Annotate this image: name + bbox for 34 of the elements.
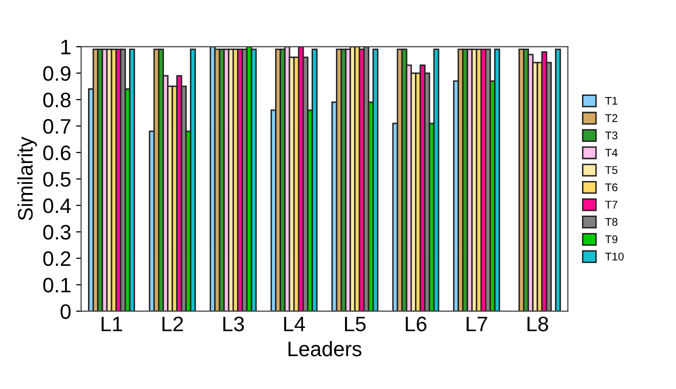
legend-label: T10 — [605, 252, 624, 260]
legend-label: T1 — [605, 96, 618, 105]
legend-label: T8 — [605, 218, 618, 226]
legend-label: T5 — [605, 166, 618, 174]
y-axis-title: Similarity — [17, 136, 37, 220]
bar — [554, 48, 561, 312]
legend-label: T6 — [605, 183, 618, 192]
y-tick-label: 0.3 — [43, 224, 70, 240]
legend-label: T3 — [605, 131, 618, 140]
bar — [372, 48, 378, 312]
y-tick-label: 0.4 — [43, 198, 71, 214]
y-tick-label: 0.8 — [43, 92, 70, 108]
x-tick-label: L5 — [345, 316, 366, 332]
x-tick-label: L6 — [406, 316, 426, 332]
x-axis-title: Leaders — [288, 341, 362, 356]
y-tick-label: 0.5 — [43, 172, 71, 187]
x-tick-label: L7 — [466, 316, 488, 332]
y-tick-label: 1 — [61, 40, 70, 54]
legend-label: T7 — [605, 200, 618, 208]
y-tick-label: 0.7 — [43, 119, 70, 134]
y-tick-label: 0.2 — [43, 251, 70, 266]
legend-label: T2 — [605, 114, 618, 122]
x-tick-label: L3 — [223, 316, 244, 332]
y-tick-label: 0 — [60, 304, 71, 319]
y-tick-label: 0.1 — [43, 278, 70, 292]
legend-label: T9 — [605, 235, 618, 244]
legend-label: T4 — [605, 148, 618, 157]
x-tick-label: L1 — [102, 316, 122, 332]
y-tick-label: 0.6 — [43, 145, 70, 160]
x-tick-label: L8 — [528, 316, 548, 332]
x-tick-label: L2 — [162, 316, 183, 332]
bar — [190, 48, 196, 312]
y-tick-label: 0.9 — [43, 66, 70, 81]
x-tick-label: L4 — [284, 316, 306, 332]
